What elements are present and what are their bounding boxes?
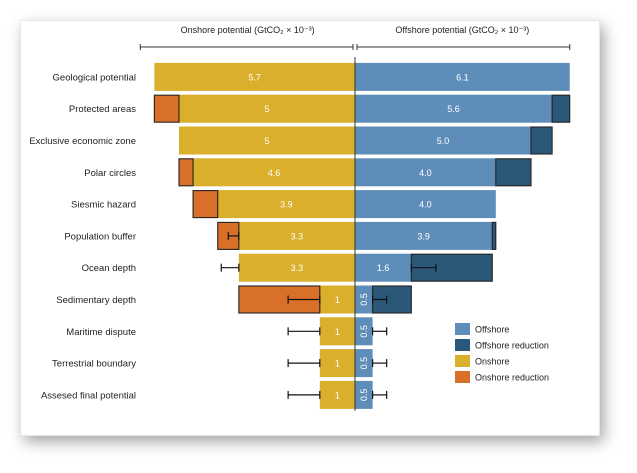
category-label: Protected areas: [69, 104, 136, 115]
offshore-value-label: 0.5: [359, 357, 369, 370]
legend-label: Offshore reduction: [475, 341, 549, 351]
offshore-bar: [355, 94, 553, 123]
offshore-value-label: 6.1: [456, 72, 469, 82]
legend-label: Offshore: [475, 325, 509, 335]
legend-label: Onshore reduction: [475, 373, 549, 383]
offshore-value-label: 1.6: [377, 263, 390, 273]
legend-label: Onshore: [475, 357, 510, 367]
offshore-bar: [355, 221, 493, 250]
legend-swatch: [455, 355, 470, 367]
offshore-bar: [355, 190, 496, 219]
bars: [153, 62, 571, 409]
legend-swatch: [455, 339, 470, 351]
offshore-reduction-bar: [551, 94, 571, 123]
offshore-bar: [355, 126, 531, 155]
category-label: Sedimentary depth: [56, 295, 136, 306]
category-label: Maritime dispute: [66, 327, 136, 338]
header-brackets: [139, 44, 571, 50]
category-label: Geological potential: [53, 72, 136, 83]
onshore-reduction-bar: [153, 94, 180, 123]
onshore-bar: [319, 380, 355, 409]
offshore-bar: [355, 380, 373, 409]
onshore-reduction-bar: [192, 190, 219, 219]
onshore-bar: [319, 285, 355, 314]
onshore-bar: [154, 62, 355, 91]
offshore-reduction-bar: [530, 126, 553, 155]
funnel-chart: Onshore potential (GtCO₂ × 10⁻³) Offshor…: [29, 25, 571, 411]
onshore-bar: [179, 94, 355, 123]
category-labels: Geological potential Protected areas Exclu…: [29, 72, 136, 401]
onshore-reduction-bar: [178, 158, 194, 187]
offshore-bar: [355, 158, 496, 187]
onshore-value-label: 1: [335, 327, 340, 337]
onshore-value-label: 3.9: [280, 200, 293, 210]
onshore-header: Onshore potential (GtCO₂ × 10⁻³): [181, 25, 315, 35]
offshore-value-label: 4.0: [419, 168, 432, 178]
category-label: Siesmic hazard: [71, 200, 136, 211]
figure-frame: Onshore potential (GtCO₂ × 10⁻³) Offshor…: [20, 20, 600, 436]
onshore-value-label: 5: [264, 136, 269, 146]
offshore-value-label: 0.5: [359, 389, 369, 402]
category-label: Polar circles: [84, 168, 136, 179]
onshore-value-label: 4.6: [268, 168, 281, 178]
offshore-bar: [355, 285, 373, 314]
axis-headers: Onshore potential (GtCO₂ × 10⁻³) Offshor…: [181, 25, 530, 35]
onshore-bar: [319, 317, 355, 346]
offshore-value-label: 5.0: [437, 136, 450, 146]
offshore-reduction-bar: [372, 285, 412, 314]
value-labels: 5.7 6.1 5 5.6 5 5.0 4.6 4.0 3.9 4.0 3.3 3.9 3.3 1.6 1 0…: [248, 72, 468, 401]
offshore-value-label: 5.6: [447, 104, 460, 114]
offshore-value-label: 3.9: [417, 231, 430, 241]
onshore-value-label: 3.3: [291, 263, 304, 273]
onshore-bar: [238, 221, 355, 250]
onshore-bar: [217, 190, 355, 219]
onshore-value-label: 5.7: [248, 72, 261, 82]
offshore-value-label: 4.0: [419, 200, 432, 210]
offshore-value-label: 0.5: [359, 325, 369, 338]
category-label: Terrestrial boundary: [52, 359, 136, 370]
offshore-reduction-bar: [491, 221, 497, 250]
category-label: Exclusive economic zone: [29, 136, 136, 147]
onshore-bar: [193, 158, 355, 187]
onshore-value-label: 1: [335, 359, 340, 369]
onshore-value-label: 3.3: [291, 231, 304, 241]
error-bars: [220, 231, 437, 399]
legend-swatch: [455, 323, 470, 335]
offshore-bar: [355, 62, 570, 91]
offshore-reduction-bar: [495, 158, 532, 187]
category-label: Population buffer: [64, 231, 136, 242]
onshore-value-label: 5: [264, 104, 269, 114]
onshore-bar: [319, 349, 355, 378]
category-label: Ocean depth: [82, 263, 136, 274]
offshore-bar: [355, 253, 412, 282]
legend-swatch: [455, 371, 470, 383]
offshore-value-label: 0.5: [359, 293, 369, 306]
onshore-bar: [179, 126, 355, 155]
legend: Offshore Offshore reduction Onshore Onshore…: [455, 323, 549, 383]
offshore-bar: [355, 349, 373, 378]
onshore-value-label: 1: [335, 390, 340, 400]
offshore-header: Offshore potential (GtCO₂ × 10⁻³): [395, 25, 529, 35]
onshore-value-label: 1: [335, 295, 340, 305]
offshore-bar: [355, 317, 373, 346]
onshore-bar: [238, 253, 355, 282]
category-label: Assesed final potential: [41, 390, 136, 401]
